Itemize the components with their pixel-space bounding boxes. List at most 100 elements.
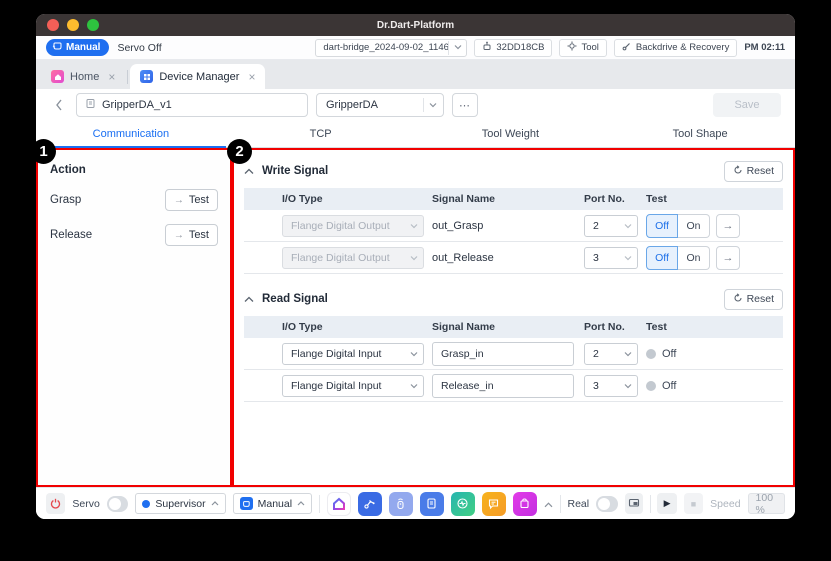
port-no-select[interactable]: 3	[584, 246, 638, 269]
role-select[interactable]: Supervisor	[135, 493, 226, 514]
window-title: Dr.Dart-Platform	[376, 19, 455, 31]
arrow-right-icon: →	[173, 229, 184, 241]
chevron-down-icon	[410, 380, 418, 392]
minimize-window-button[interactable]	[67, 19, 79, 31]
role-status-dot	[142, 499, 151, 508]
dock-collapse-icon[interactable]	[544, 495, 553, 513]
read-signal-reset-button[interactable]: Reset	[723, 288, 783, 310]
table-row: Flange Digital Input Release_in 3 O	[244, 370, 783, 402]
table-row: Flange Digital Input Grasp_in 2 Off	[244, 338, 783, 370]
io-type-select[interactable]: Flange Digital Input	[282, 374, 424, 397]
status-dot-icon	[646, 348, 656, 359]
tab-tool-weight[interactable]: Tool Weight	[481, 128, 540, 140]
section-tabs: Communication TCP Tool Weight Tool Shape	[36, 121, 795, 148]
grasp-test-button[interactable]: → Test	[164, 189, 218, 211]
col-signal-name: Signal Name	[432, 193, 496, 205]
io-type-select[interactable]: Flange Digital Output	[282, 246, 424, 269]
device-name-input[interactable]: GripperDA_v1	[76, 93, 308, 117]
col-signal-name: Signal Name	[432, 321, 496, 333]
servo-label: Servo	[72, 497, 100, 510]
close-window-button[interactable]	[47, 19, 59, 31]
collapse-chevron-icon[interactable]	[244, 162, 254, 180]
action-row-release: Release → Test	[50, 224, 218, 246]
chevron-down-icon	[410, 220, 418, 232]
send-signal-button[interactable]: →	[716, 213, 740, 238]
clock-text: PM 02:11	[744, 42, 785, 53]
chevron-down-icon	[410, 348, 418, 360]
release-test-button[interactable]: → Test	[164, 224, 218, 246]
play-button[interactable]: ▶	[657, 493, 677, 514]
write-signal-title: Write Signal	[262, 165, 329, 177]
action-panel: Action Grasp → Test Release → Test	[36, 148, 232, 487]
col-port-no: Port No.	[584, 193, 625, 205]
robot-id-chip[interactable]: 32DD18CB	[474, 38, 553, 57]
tab-tcp[interactable]: TCP	[309, 128, 332, 140]
real-toggle[interactable]	[596, 495, 618, 512]
back-button[interactable]	[50, 94, 68, 116]
tool-button[interactable]: Tool	[559, 38, 607, 57]
col-port-no: Port No.	[584, 321, 625, 333]
mode-badge[interactable]: Manual	[46, 39, 110, 56]
tab-tool-shape[interactable]: Tool Shape	[672, 128, 728, 140]
write-signal-reset-button[interactable]: Reset	[723, 160, 783, 182]
test-off-button[interactable]: Off	[646, 213, 678, 238]
col-io-type: I/O Type	[282, 193, 323, 205]
home-app-icon[interactable]	[326, 491, 351, 516]
close-tab-icon[interactable]: ×	[248, 69, 256, 84]
tab-communication[interactable]: Communication	[36, 121, 226, 148]
stop-button[interactable]: ■	[683, 493, 704, 514]
arrow-right-icon: →	[173, 194, 184, 206]
tab-device-manager[interactable]: Device Manager ×	[130, 64, 266, 89]
table-header-row: I/O Type Signal Name Port No. Test	[244, 188, 783, 210]
message-app-icon[interactable]	[481, 491, 506, 516]
port-no-select[interactable]: 3	[584, 374, 638, 397]
gear-icon	[567, 41, 577, 54]
signal-name-input[interactable]: Release_in	[432, 373, 574, 398]
main-content: Action Grasp → Test Release → Test	[36, 139, 795, 487]
power-button[interactable]	[46, 493, 66, 514]
save-button[interactable]: Save	[713, 93, 781, 117]
test-off-button[interactable]: Off	[646, 245, 678, 270]
store-app-icon[interactable]	[512, 491, 537, 516]
test-toggle-group: Off On	[646, 245, 710, 270]
port-no-select[interactable]: 2	[584, 342, 638, 365]
project-select[interactable]: dart-bridge_2024-09-02_114634	[315, 38, 468, 57]
bottom-status-bar: Servo Supervisor Manual	[36, 487, 795, 519]
table-row: Flange Digital Output out_Release 3 Off …	[244, 242, 783, 274]
device-type-select[interactable]: GripperDA	[316, 93, 444, 117]
port-no-select[interactable]: 2	[584, 214, 638, 237]
chevron-down-icon	[624, 380, 632, 392]
read-signal-title: Read Signal	[262, 293, 328, 305]
backdrive-recovery-button[interactable]: Backdrive & Recovery	[613, 38, 738, 57]
read-signal-table: I/O Type Signal Name Port No. Test Flang…	[244, 316, 783, 402]
simulator-button[interactable]	[624, 493, 643, 514]
app-window: Dr.Dart-Platform Manual Servo Off dart-b…	[36, 14, 795, 519]
maximize-window-button[interactable]	[87, 19, 99, 31]
signal-status: Off	[646, 380, 783, 392]
speed-value[interactable]: 100 %	[747, 492, 785, 516]
status-dot-icon	[646, 380, 656, 391]
io-type-select[interactable]: Flange Digital Input	[282, 342, 424, 365]
home-tab-icon	[51, 70, 64, 83]
signal-name-input[interactable]: Grasp_in	[432, 341, 574, 366]
write-signal-table: I/O Type Signal Name Port No. Test Flang…	[244, 188, 783, 274]
send-signal-button[interactable]: →	[716, 245, 740, 270]
close-tab-icon[interactable]: ×	[108, 69, 116, 84]
tab-home[interactable]: Home ×	[41, 64, 125, 89]
io-type-select[interactable]: Flange Digital Output	[282, 214, 424, 237]
test-on-button[interactable]: On	[678, 213, 710, 238]
teach-pendant-app-icon[interactable]	[388, 491, 413, 516]
report-app-icon[interactable]	[419, 491, 444, 516]
test-on-button[interactable]: On	[678, 245, 710, 270]
col-test: Test	[646, 193, 667, 205]
monitoring-app-icon[interactable]	[450, 491, 475, 516]
collapse-chevron-icon[interactable]	[244, 290, 254, 308]
servo-toggle[interactable]	[106, 495, 129, 512]
chevron-down-icon	[624, 252, 632, 264]
more-options-button[interactable]: ⋯	[452, 93, 478, 117]
mode-select[interactable]: Manual	[232, 493, 313, 514]
robot-task-app-icon[interactable]	[357, 491, 382, 516]
hand-guide-icon	[52, 41, 62, 54]
action-label: Release	[50, 229, 93, 241]
